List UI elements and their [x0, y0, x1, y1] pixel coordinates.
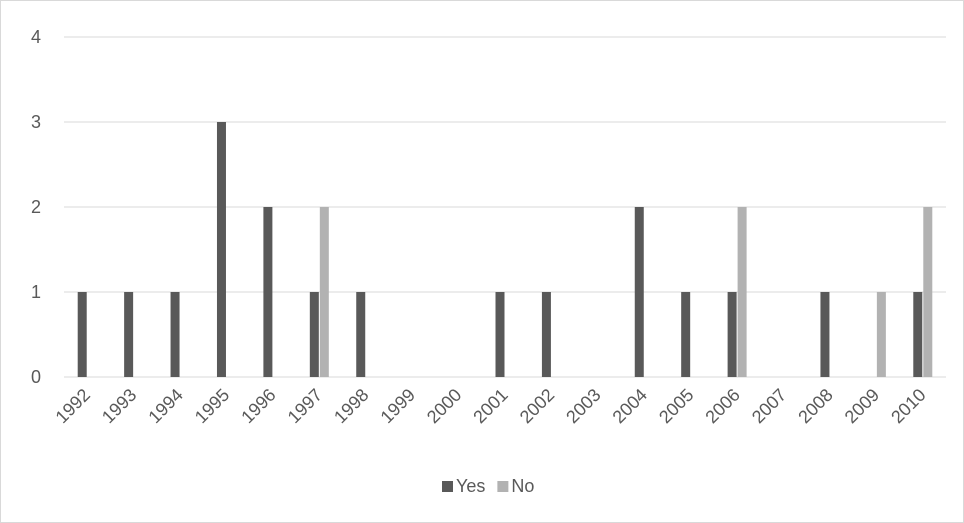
x-tick-label: 2010 — [887, 385, 929, 427]
bar-yes-2008 — [820, 292, 830, 377]
x-tick-label: 2005 — [655, 385, 697, 427]
bar-yes-1994 — [170, 292, 180, 377]
bar-yes-2005 — [681, 292, 691, 377]
bar-no-1997 — [319, 207, 329, 377]
x-tick-label: 2003 — [562, 385, 604, 427]
bar-yes-1993 — [124, 292, 134, 377]
x-tick-label: 1995 — [191, 385, 233, 427]
bars — [77, 122, 933, 377]
y-tick-label: 3 — [31, 112, 41, 132]
y-tick-label: 1 — [31, 282, 41, 302]
x-tick-label: 2002 — [516, 385, 558, 427]
x-tick-label: 1994 — [144, 385, 186, 427]
bar-yes-1996 — [263, 207, 273, 377]
x-tick-label: 2000 — [423, 385, 465, 427]
bar-yes-1998 — [356, 292, 366, 377]
y-tick-label: 2 — [31, 197, 41, 217]
x-tick-label: 1993 — [98, 385, 140, 427]
x-tick-label: 2006 — [701, 385, 743, 427]
bar-yes-2010 — [913, 292, 923, 377]
legend-label-yes: Yes — [456, 476, 485, 496]
x-tick-label: 1999 — [377, 385, 419, 427]
x-tick-label: 1998 — [330, 385, 372, 427]
x-tick-label: 1992 — [52, 385, 94, 427]
x-axis-tick-labels: 1992 1993 1994 1995 1996 1997 1998 1999 2000 2001… — [52, 385, 930, 427]
y-tick-label: 4 — [31, 27, 41, 47]
y-tick-label: 0 — [31, 367, 41, 387]
x-tick-label: 2004 — [609, 385, 651, 427]
legend-swatch-yes — [442, 481, 453, 492]
x-tick-label: 1997 — [284, 385, 326, 427]
bar-yes-2006 — [727, 292, 737, 377]
x-tick-label: 2009 — [841, 385, 883, 427]
x-tick-label: 2001 — [469, 385, 511, 427]
bar-no-2010 — [923, 207, 933, 377]
gridlines — [64, 36, 946, 378]
x-tick-label: 2008 — [794, 385, 836, 427]
bar-yes-1992 — [77, 292, 87, 377]
bar-yes-1995 — [216, 122, 226, 377]
bar-yes-2002 — [541, 292, 551, 377]
y-axis-tick-labels: 0 1 2 3 4 — [31, 27, 41, 387]
bar-yes-2004 — [634, 207, 644, 377]
bar-yes-1997 — [309, 292, 319, 377]
bar-yes-2001 — [495, 292, 505, 377]
bar-no-2006 — [737, 207, 747, 377]
legend-swatch-no — [497, 481, 509, 492]
legend: Yes No — [442, 476, 534, 496]
bar-no-2009 — [876, 292, 886, 377]
x-tick-label: 2007 — [748, 385, 790, 427]
x-tick-label: 1996 — [237, 385, 279, 427]
legend-label-no: No — [511, 476, 534, 496]
